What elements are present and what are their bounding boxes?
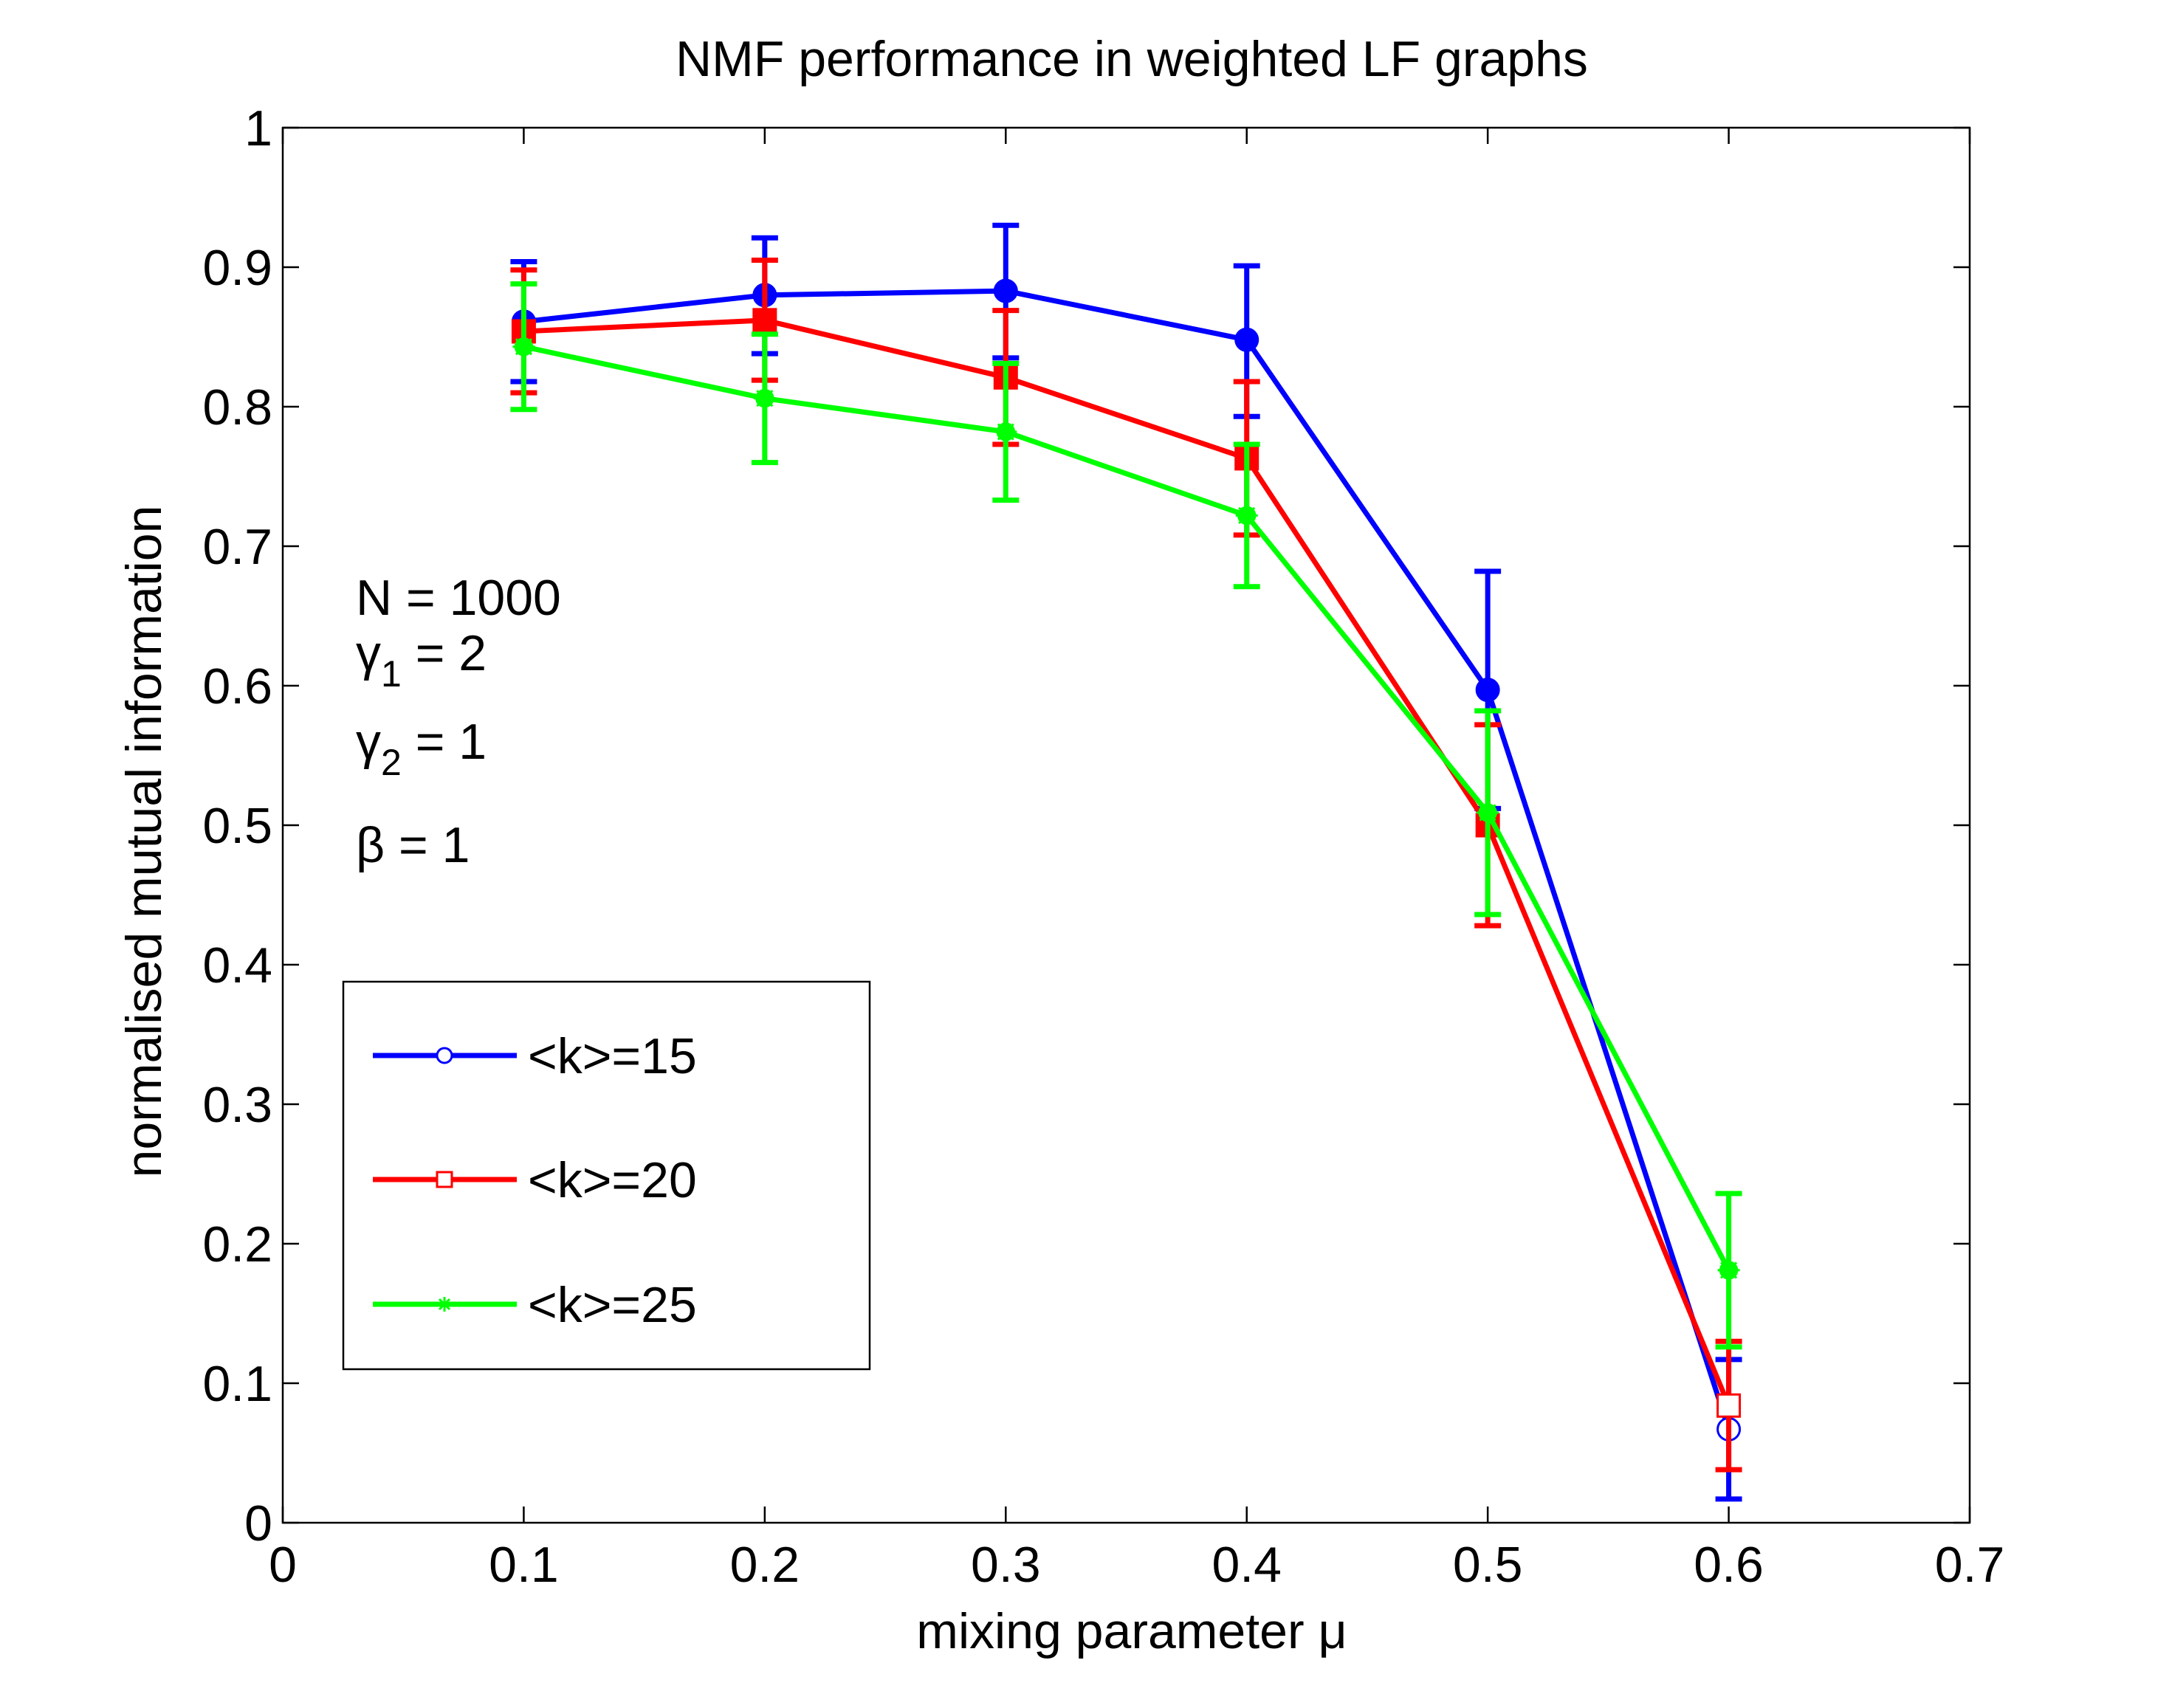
parameter-annotation: N = 1000 γ1 = 2 γ2 = 1 β = 1: [356, 570, 561, 873]
data-point: [1235, 504, 1258, 527]
data-point: [512, 335, 535, 358]
data-point: [1477, 801, 1499, 824]
series-line: [523, 344, 1731, 1272]
gamma1-subscript: 1: [381, 653, 402, 695]
y-tick-label: 0.9: [202, 240, 272, 296]
legend: <k>=15 <k>=20 <k>=25: [342, 980, 871, 1371]
legend-marker: [436, 1047, 453, 1064]
legend-entry-3: <k>=25: [373, 1277, 697, 1333]
gamma1-value: = 2: [402, 625, 487, 681]
legend-marker: [436, 1171, 453, 1188]
legend-label: <k>=20: [528, 1152, 697, 1208]
y-tick-label: 0.6: [202, 658, 272, 714]
annotation-gamma1: γ1 = 2: [356, 625, 487, 695]
chart-title: NMF performance in weighted LF graphs: [676, 31, 1588, 87]
y-tick-label: 0.3: [202, 1077, 272, 1133]
gamma2-value: = 1: [402, 714, 487, 770]
data-point: [1716, 1393, 1742, 1418]
x-tick-label: 0.2: [730, 1537, 800, 1593]
annotation-beta: β = 1: [356, 817, 470, 873]
x-axis-label: mixing parameter μ: [916, 1603, 1347, 1659]
legend-entries: <k>=15 <k>=20 <k>=25: [373, 1028, 697, 1333]
data-point-dot: [1719, 1261, 1739, 1280]
x-tick-label: 0.1: [489, 1537, 559, 1593]
data-point: [1717, 1258, 1740, 1281]
y-tick-labels: 0 0.1 0.2 0.3 0.4 0.5 0.6 0.7 0.8 0.9 1: [202, 100, 272, 1552]
x-tick-label: 0: [269, 1537, 297, 1593]
gamma1-symbol: γ: [356, 625, 381, 681]
x-tick-labels: 0 0.1 0.2 0.3 0.4 0.5 0.6 0.7: [269, 1537, 2004, 1593]
data-point: [1234, 327, 1259, 352]
gamma2-subscript: 2: [381, 742, 402, 783]
legend-label: <k>=25: [528, 1277, 697, 1333]
data-point: [1475, 678, 1500, 703]
series-layer: [510, 222, 1742, 1502]
legend-marker-strokes: [437, 1297, 452, 1312]
annotation-gamma2: γ2 = 1: [356, 714, 487, 783]
legend-entry-2: <k>=20: [373, 1152, 697, 1208]
y-tick-label: 0.5: [202, 798, 272, 854]
legend-marker: [437, 1297, 452, 1312]
annotation-n: N = 1000: [356, 570, 561, 626]
data-point-dot: [1478, 803, 1497, 822]
x-tick-label: 0.7: [1935, 1537, 2005, 1593]
x-tick-label: 0.5: [1453, 1537, 1523, 1593]
y-tick-label: 0.2: [202, 1216, 272, 1273]
y-tick-label: 0: [244, 1495, 272, 1552]
x-tick-label: 0.3: [971, 1537, 1041, 1593]
data-point: [753, 387, 776, 410]
data-point-dot: [514, 337, 534, 357]
x-tick-label: 0.6: [1694, 1537, 1764, 1593]
gamma2-symbol: γ: [356, 714, 381, 770]
legend-entry-1: <k>=15: [373, 1028, 697, 1084]
legend-label: <k>=15: [528, 1028, 697, 1084]
data-point-dot: [996, 422, 1016, 441]
data-point: [994, 421, 1017, 444]
data-point-dot: [1237, 506, 1257, 526]
x-tick-label: 0.4: [1212, 1537, 1282, 1593]
series-line: [523, 317, 1731, 1407]
series-3: [510, 281, 1742, 1350]
data-point: [993, 278, 1018, 303]
y-tick-label: 0.8: [202, 379, 272, 435]
y-tick-label: 0.1: [202, 1356, 272, 1412]
y-axis-label: normalised mutual information: [116, 506, 172, 1178]
tick-marks: [281, 126, 1971, 1524]
y-tick-label: 0.4: [202, 937, 272, 994]
series-line: [523, 288, 1731, 1430]
y-tick-label: 1: [244, 100, 272, 156]
data-point: [752, 308, 777, 333]
data-point-dot: [755, 388, 774, 408]
y-tick-label: 0.7: [202, 519, 272, 575]
